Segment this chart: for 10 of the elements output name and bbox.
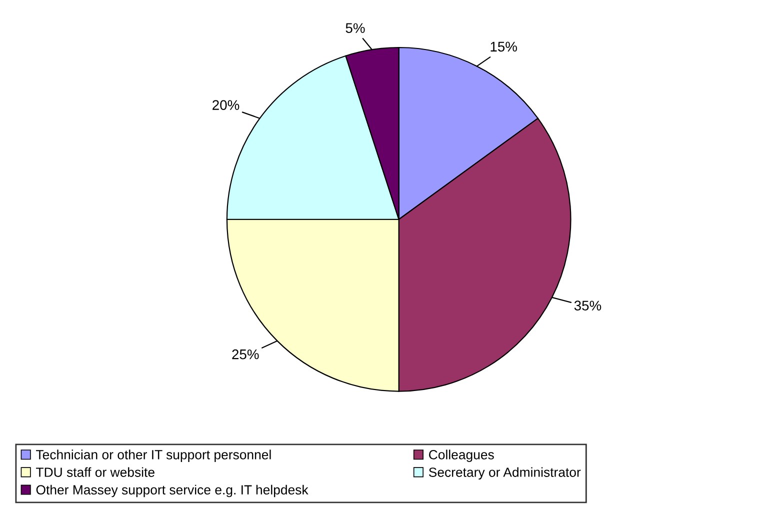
data-label: 15% xyxy=(490,42,517,52)
data-label: 5% xyxy=(346,23,365,33)
legend-label: Technician or other IT support personnel xyxy=(36,450,271,462)
legend-label: Other Massey support service e.g. IT helpdesk xyxy=(36,484,308,498)
data-label: 35% xyxy=(574,300,602,311)
data-label: 25% xyxy=(232,349,259,360)
legend-label: TDU staff or website xyxy=(36,467,154,477)
data-label: 20% xyxy=(212,100,240,110)
legend-label: Secretary or Administrator xyxy=(428,467,581,480)
legend-label: Colleagues xyxy=(429,450,494,462)
